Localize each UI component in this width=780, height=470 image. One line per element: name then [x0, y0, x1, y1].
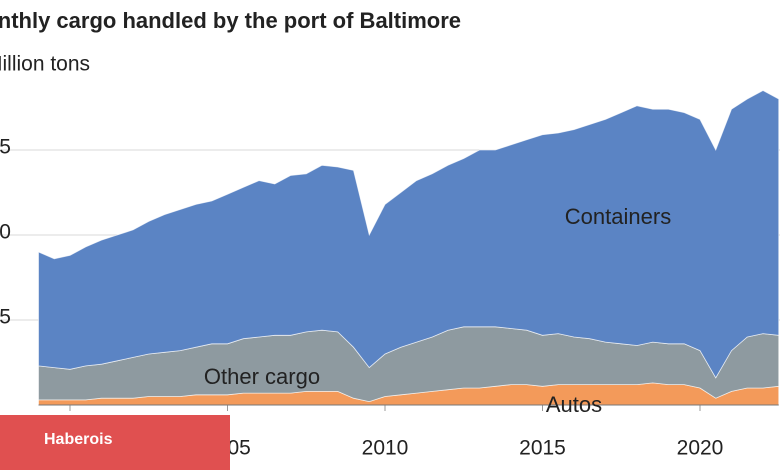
y-tick-label: 1.5: [0, 136, 11, 159]
series-label: Other cargo: [204, 364, 320, 389]
areas: [38, 90, 780, 406]
area: [38, 90, 780, 379]
series-label: Containers: [565, 204, 671, 229]
x-tick-label: 2020: [677, 437, 724, 460]
x-tick-label: 2015: [519, 437, 566, 460]
y-tick-label: 1.0: [0, 221, 11, 244]
chart-subtitle: Million tons: [0, 53, 90, 76]
series-label: Autos: [546, 392, 602, 417]
x-tick-label: 2010: [362, 437, 409, 460]
y-tick-label: 0.5: [0, 306, 11, 329]
chart-title: Monthly cargo handled by the port of Bal…: [0, 8, 461, 33]
overlay-label[interactable]: Haberois: [44, 431, 113, 448]
overlay-box[interactable]: [0, 415, 230, 470]
